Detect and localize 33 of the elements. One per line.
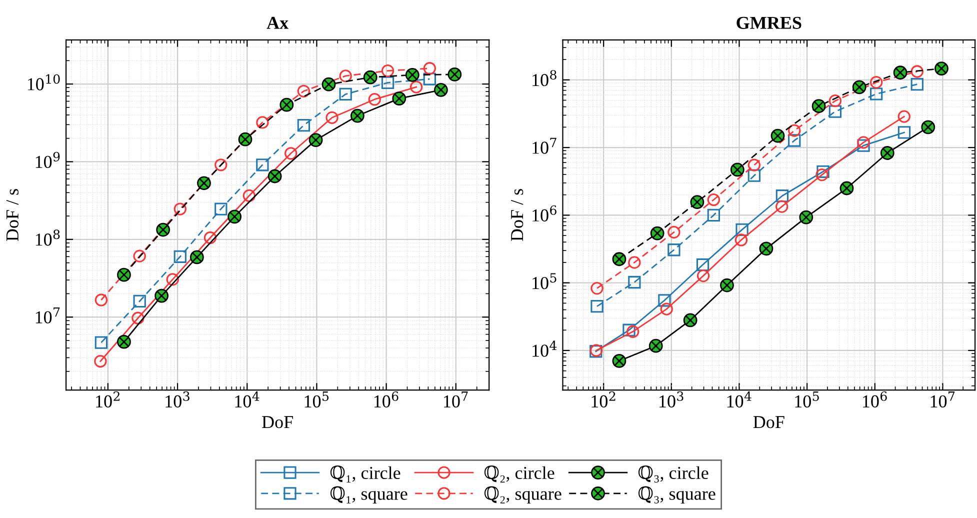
legend-label: ℚ₁, square	[330, 486, 408, 504]
legend-label: ℚ₃, square	[638, 486, 716, 504]
x-axis-title: DoF	[262, 416, 293, 428]
y-axis-title: DoF / s	[6, 189, 19, 242]
y-tick-label: 10$^{4}$	[532, 340, 557, 357]
legend-label: ℚ₃, circle	[638, 465, 708, 483]
x-tick-label: 10$^{3}$	[660, 391, 684, 408]
y-tick-label: 10$^{10}$	[28, 74, 60, 90]
x-tick-label: 10$^{5}$	[795, 392, 819, 408]
legend-label: ℚ₂, circle	[484, 465, 554, 483]
y-axis-title: DoF / s	[511, 189, 524, 242]
y-tick-label: 10$^{6}$	[532, 205, 556, 222]
x-tick-label: 10$^{4}$	[235, 391, 260, 408]
x-tick-label: 10$^{6}$	[863, 391, 887, 408]
x-tick-label: 10$^{2}$	[96, 391, 120, 408]
y-tick-label: 10$^{7}$	[36, 307, 60, 324]
legend-label: ℚ₁, circle	[330, 465, 400, 482]
y-tick-label: 10$^{7}$	[532, 138, 556, 154]
x-tick-label: 10$^{7}$	[444, 392, 468, 408]
x-tick-label: 10$^{3}$	[166, 391, 190, 408]
legend-label: ℚ₂, square	[484, 486, 562, 504]
x-tick-label: 10$^{6}$	[374, 391, 398, 408]
x-tick-label: 10$^{4}$	[727, 391, 752, 408]
y-tick-label: 10$^{8}$	[532, 70, 556, 86]
x-tick-label: 10$^{2}$	[592, 391, 616, 408]
y-tick-label: 10$^{8}$	[36, 230, 60, 246]
chart-title: Ax	[266, 16, 289, 29]
x-axis-title: DoF	[753, 416, 784, 428]
x-tick-label: 10$^{7}$	[930, 392, 955, 408]
chart-title: GMRES	[736, 16, 802, 29]
y-tick-label: 10$^{5}$	[532, 273, 556, 290]
y-tick-label: 10$^{9}$	[36, 152, 60, 168]
x-tick-label: 10$^{5}$	[304, 392, 329, 408]
